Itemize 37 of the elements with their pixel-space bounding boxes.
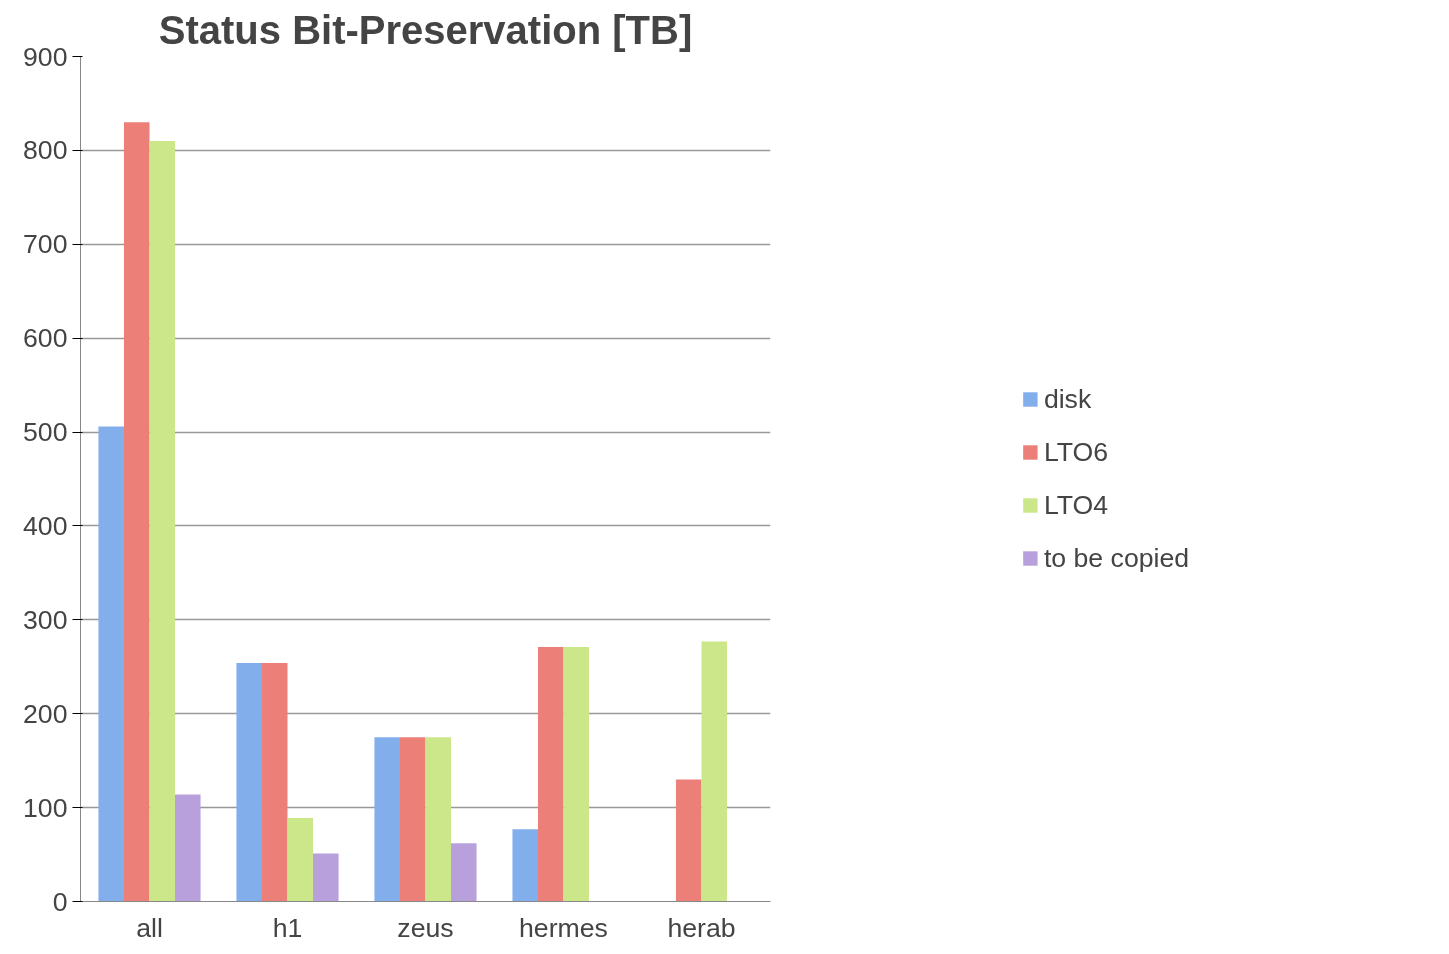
legend-label: LTO4 (1043, 489, 1109, 521)
legend-label: to be copied (1043, 542, 1190, 574)
bar (149, 141, 176, 902)
y-tick-label: 0 (52, 886, 68, 917)
x-tick-label: herab (667, 912, 736, 943)
bar (512, 829, 538, 902)
bar (701, 641, 728, 902)
bar (537, 647, 564, 902)
legend-label: disk (1043, 383, 1092, 415)
bar (451, 843, 477, 902)
y-tick-label: 300 (23, 604, 68, 635)
bar (563, 647, 590, 902)
bar (374, 737, 400, 902)
y-tick-label: 800 (23, 135, 68, 166)
bar (399, 737, 426, 902)
y-tick-label: 100 (23, 792, 68, 823)
bar (261, 663, 288, 902)
bar (123, 122, 150, 902)
y-tick-label: 700 (23, 229, 68, 260)
bar (236, 663, 262, 902)
bar (287, 817, 314, 902)
bar (175, 794, 201, 902)
x-tick-label: all (136, 912, 163, 943)
x-tick-label: hermes (519, 912, 608, 943)
bar (313, 853, 339, 902)
y-tick-label: 900 (23, 41, 68, 72)
bar (98, 426, 124, 902)
bar (675, 779, 702, 902)
x-tick-label: zeus (397, 912, 454, 943)
chart-title: Status Bit-Preservation [TB] (158, 7, 693, 52)
y-tick-label: 200 (23, 698, 68, 729)
bar (425, 737, 452, 902)
y-tick-label: 500 (23, 417, 68, 448)
y-tick-label: 600 (23, 323, 68, 354)
legend-label: LTO6 (1043, 436, 1109, 468)
y-tick-label: 400 (23, 510, 68, 541)
x-tick-label: h1 (272, 912, 303, 943)
